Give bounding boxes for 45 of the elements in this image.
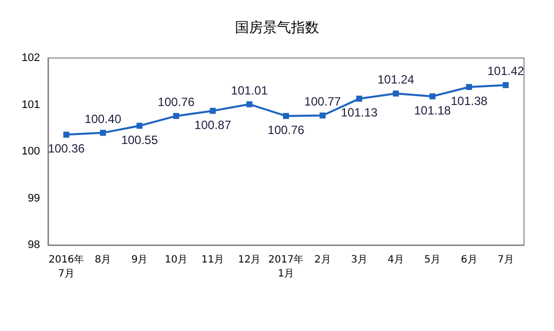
x-tick-label: 8月 [94, 254, 112, 266]
data-label: 101.01 [231, 83, 268, 98]
x-tick-label: 2月 [314, 254, 331, 266]
x-tick-label: 9月 [131, 254, 148, 266]
x-tick-label: 12月 [238, 254, 261, 266]
x-tick-label: 10月 [164, 254, 188, 266]
point [320, 112, 326, 119]
x-tick-label: 6月 [460, 254, 478, 266]
data-label: 100.55 [121, 132, 158, 147]
data-label: 100.87 [194, 118, 232, 132]
x-tick-label: 5月 [424, 254, 441, 266]
data-label: 100.77 [304, 94, 342, 109]
y-tick-label: 102 [22, 52, 40, 64]
data-label: 101.42 [487, 64, 524, 78]
data-label: 100.40 [84, 112, 122, 126]
data-label: 100.76 [268, 122, 305, 137]
point [136, 122, 143, 129]
x-tick-label: 2016年 7月 [48, 254, 84, 280]
data-label: 100.36 [48, 142, 85, 156]
y-tick-label: 98 [28, 239, 40, 251]
point [63, 132, 70, 138]
point [466, 84, 472, 90]
x-tick-label: 11月 [201, 254, 224, 266]
x-tick-label: 2017年 1月 [268, 254, 304, 280]
point [502, 82, 509, 88]
x-tick-label: 7月 [498, 254, 514, 266]
x-tick-label: 3月 [351, 254, 368, 266]
data-label: 101.13 [340, 106, 378, 120]
point [429, 93, 436, 100]
chart-title: 国房景气指数 [235, 20, 319, 36]
point [283, 112, 289, 119]
x-tick-label: 4月 [388, 254, 404, 266]
point [356, 96, 362, 102]
data-label: 101.38 [450, 94, 488, 108]
y-tick-label: 100 [22, 146, 40, 158]
point [392, 90, 399, 97]
point [173, 112, 180, 119]
point [246, 101, 252, 108]
data-label: 101.18 [414, 103, 452, 118]
point [210, 108, 216, 114]
point [100, 130, 106, 136]
y-tick-label: 101 [22, 98, 40, 111]
y-tick-label: 99 [28, 192, 40, 204]
data-label: 100.76 [158, 94, 195, 109]
data-label: 101.24 [377, 72, 415, 87]
